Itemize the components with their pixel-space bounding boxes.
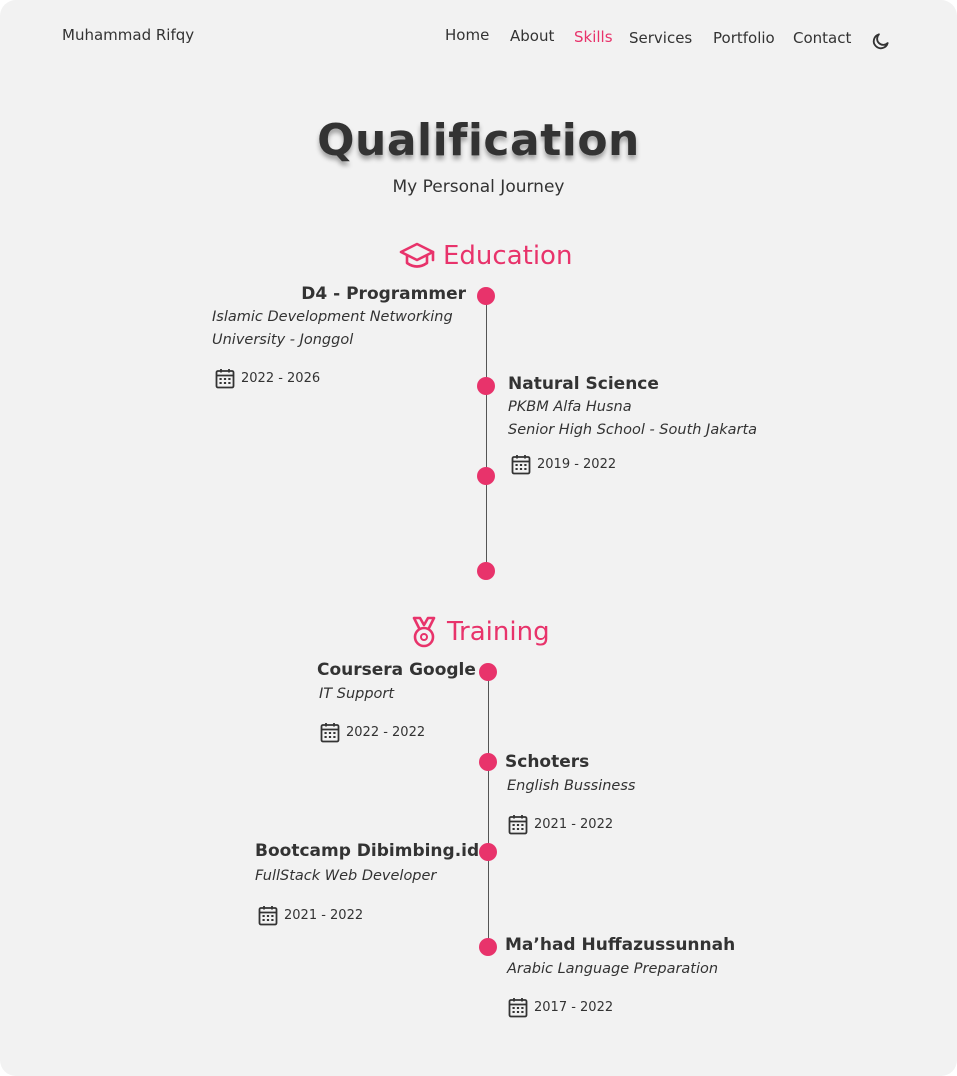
brand-logo[interactable]: Muhammad Rifqy xyxy=(62,26,195,44)
nav-home[interactable]: Home xyxy=(445,26,490,44)
item-subtitle: Islamic Development Networking xyxy=(212,309,453,325)
item-title: Bootcamp Dibimbing.id xyxy=(255,841,480,861)
moon-icon[interactable] xyxy=(871,31,891,51)
item-title: D4 - Programmer xyxy=(301,284,466,304)
item-date: 2021 - 2022 xyxy=(508,814,765,835)
training-heading: Training xyxy=(447,617,550,647)
nav-contact[interactable]: Contact xyxy=(793,29,852,47)
item-date: 2017 - 2022 xyxy=(508,997,805,1018)
timeline-dot xyxy=(477,467,495,485)
timeline-dot xyxy=(477,562,495,580)
nav-skills[interactable]: Skills xyxy=(574,28,613,46)
item-title: Ma’had Huffazussunnah xyxy=(505,935,736,955)
date-text: 2017 - 2022 xyxy=(534,1000,614,1015)
item-subtitle: University - Jonggol xyxy=(212,332,354,348)
calendar-icon xyxy=(508,815,528,835)
date-text: 2022 - 2022 xyxy=(346,725,426,740)
education-item: D4 - Programmer Islamic Development Netw… xyxy=(212,284,466,389)
date-text: 2019 - 2022 xyxy=(537,457,617,472)
section-subtitle: My Personal Journey xyxy=(392,177,565,197)
graduation-cap-icon xyxy=(399,242,435,268)
calendar-icon xyxy=(215,369,235,389)
date-text: 2022 - 2026 xyxy=(241,371,321,386)
timeline-line xyxy=(488,672,489,947)
date-text: 2021 - 2022 xyxy=(284,908,364,923)
timeline-line xyxy=(486,296,487,571)
item-subtitle: IT Support xyxy=(319,686,395,702)
training-item: Coursera Google IT Support 2022 - 2022 xyxy=(317,660,476,743)
item-date: 2019 - 2022 xyxy=(511,454,808,475)
timeline-dot xyxy=(477,377,495,395)
training-item: Bootcamp Dibimbing.id FullStack Web Deve… xyxy=(255,841,480,926)
timeline-dot xyxy=(479,753,497,771)
calendar-icon xyxy=(258,906,278,926)
training-item: Schoters English Bussiness 2021 - 2022 xyxy=(505,752,765,835)
date-text: 2021 - 2022 xyxy=(534,817,614,832)
item-subtitle: English Bussiness xyxy=(507,778,636,794)
education-heading: Education xyxy=(443,241,573,271)
section-title: Qualification xyxy=(317,115,640,166)
calendar-icon xyxy=(511,455,531,475)
training-tab[interactable]: Training xyxy=(409,616,550,648)
training-item: Ma’had Huffazussunnah Arabic Language Pr… xyxy=(505,935,805,1018)
timeline-dot xyxy=(477,287,495,305)
item-date: 2021 - 2022 xyxy=(258,905,471,926)
item-subtitle: Senior High School - South Jakarta xyxy=(508,422,758,438)
item-subtitle: PKBM Alfa Husna xyxy=(508,399,632,415)
item-subtitle: Arabic Language Preparation xyxy=(507,961,719,977)
medal-icon xyxy=(412,616,436,648)
item-title: Natural Science xyxy=(508,374,659,394)
nav-portfolio[interactable]: Portfolio xyxy=(713,29,775,47)
education-tab[interactable]: Education xyxy=(399,241,572,271)
timeline-dot xyxy=(479,663,497,681)
item-date: 2022 - 2022 xyxy=(320,722,471,743)
timeline-dot xyxy=(479,938,497,956)
item-date: 2022 - 2026 xyxy=(215,368,466,389)
calendar-icon xyxy=(508,998,528,1018)
education-item: Natural Science PKBM Alfa Husna Senior H… xyxy=(508,374,808,475)
item-subtitle: FullStack Web Developer xyxy=(255,868,437,884)
nav-services[interactable]: Services xyxy=(629,29,693,47)
item-title: Schoters xyxy=(505,752,590,772)
main-nav: Home About Skills Services Portfolio Con… xyxy=(0,26,957,56)
nav-about[interactable]: About xyxy=(510,27,555,45)
item-title: Coursera Google xyxy=(317,660,476,680)
calendar-icon xyxy=(320,723,340,743)
timeline-dot xyxy=(479,843,497,861)
